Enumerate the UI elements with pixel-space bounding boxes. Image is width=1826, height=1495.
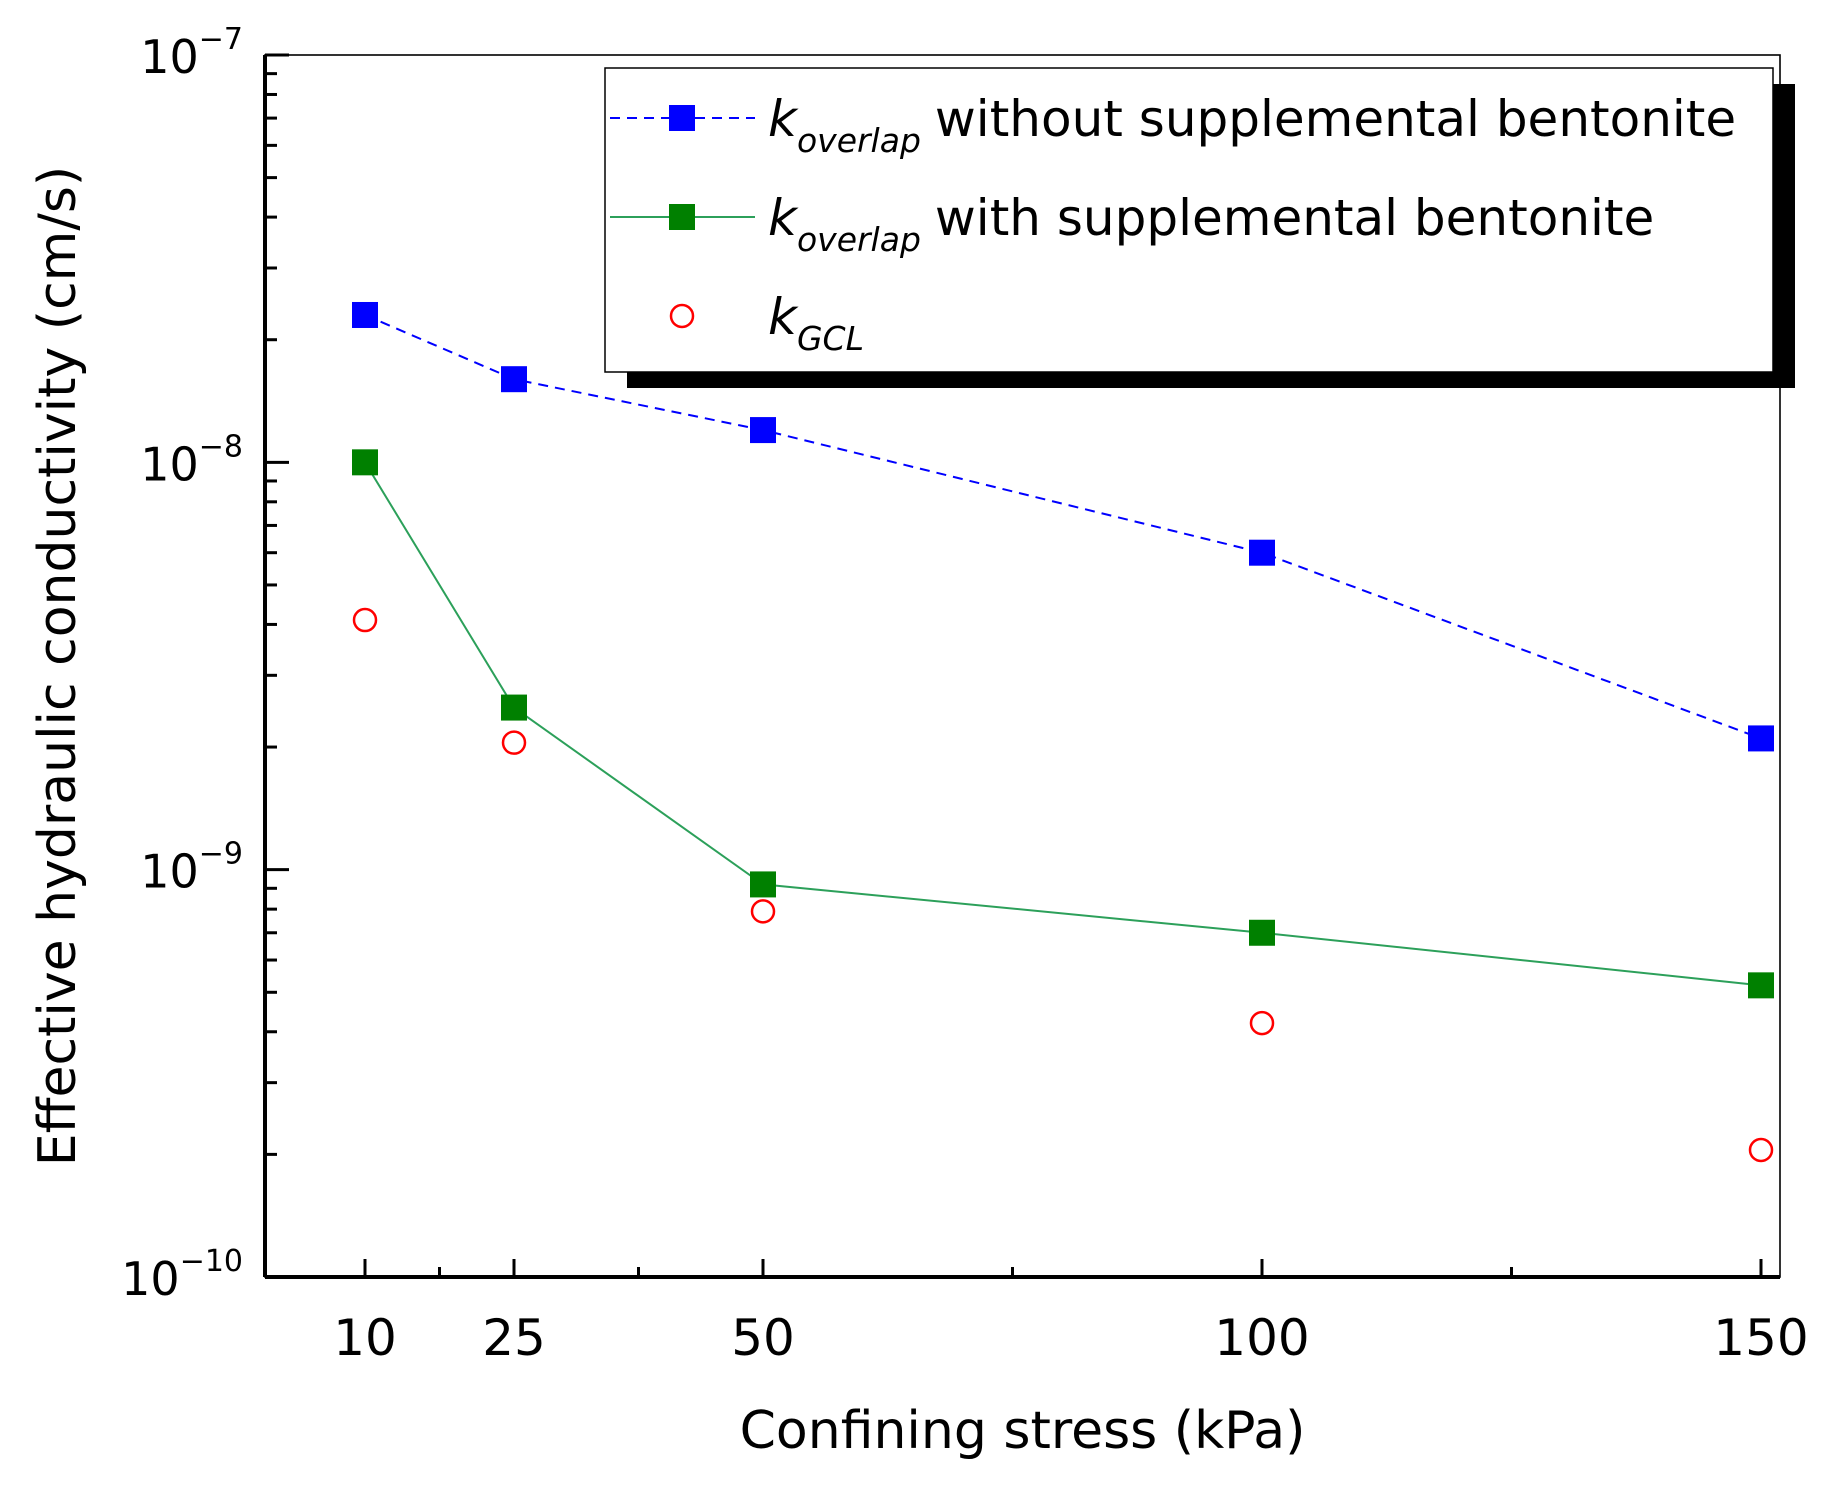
- y-tick-label: 10−10: [121, 1244, 243, 1306]
- y-tick-label: 10−8: [140, 429, 243, 491]
- series-layer: [352, 301, 1774, 1163]
- data-point: [352, 607, 378, 633]
- legend: koverlap without supplemental bentonite ko…: [604, 67, 1795, 388]
- data-point: [352, 301, 378, 328]
- data-point: [750, 417, 776, 444]
- data-point: [352, 449, 378, 476]
- data-point: [1249, 1010, 1275, 1036]
- legend-label: koverlap without supplemental bentonite: [768, 90, 1736, 160]
- data-point: [669, 204, 695, 230]
- x-tick-label: 50: [731, 1309, 795, 1367]
- series-1: [352, 301, 1774, 752]
- data-point: [501, 366, 527, 393]
- data-point: [501, 730, 527, 755]
- data-point: [1748, 1137, 1774, 1163]
- legend-box: [604, 67, 1774, 373]
- data-point: [750, 871, 776, 898]
- y-axis: 10−10 10−9 10−8 10−7: [121, 22, 289, 1306]
- legend-entry-3: kGCL: [669, 288, 864, 358]
- series-2: [352, 449, 1774, 999]
- x-axis-title: Confining stress (kPa): [740, 1401, 1306, 1461]
- series-3: [352, 607, 1774, 1163]
- x-tick-label: 100: [1214, 1309, 1309, 1367]
- plot-area: [263, 54, 1781, 1279]
- y-tick-label: 10−7: [140, 22, 243, 84]
- data-point: [669, 105, 695, 131]
- y-axis-title: Effective hydraulic conductivity (cm/s): [28, 166, 88, 1166]
- legend-label: kGCL: [768, 288, 864, 358]
- legend-entry-2: koverlap with supplemental bentonite: [610, 189, 1654, 259]
- data-point: [1249, 539, 1275, 566]
- x-tick-label: 25: [482, 1309, 546, 1367]
- data-point: [669, 303, 695, 329]
- x-axis: 10 25 50 100 150: [333, 1259, 1809, 1367]
- data-point: [750, 899, 776, 924]
- x-tick-label: 10: [333, 1309, 397, 1367]
- legend-label: koverlap with supplemental bentonite: [768, 189, 1654, 259]
- data-point: [501, 694, 527, 721]
- legend-entry-1: koverlap without supplemental bentonite: [610, 90, 1736, 160]
- x-tick-label: 150: [1713, 1309, 1808, 1367]
- y-tick-label: 10−9: [140, 837, 243, 899]
- data-point: [1748, 725, 1774, 752]
- data-point: [1249, 919, 1275, 946]
- data-point: [1748, 972, 1774, 999]
